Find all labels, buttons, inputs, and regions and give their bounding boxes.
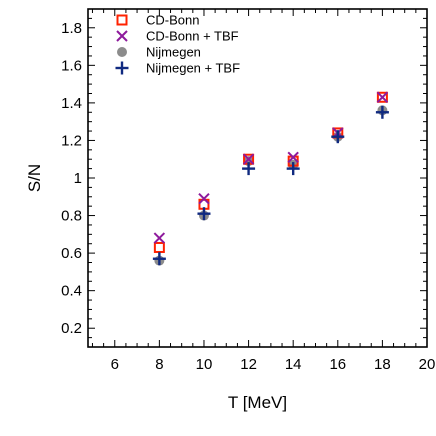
x-stroke — [153, 232, 166, 244]
data-point — [375, 105, 389, 119]
x-tick-label: 8 — [155, 356, 163, 373]
y-tick-label: 1.8 — [61, 20, 82, 37]
legend-marker — [115, 61, 129, 75]
x-stroke — [242, 153, 255, 165]
y-tick-label: 0.6 — [61, 245, 82, 262]
ticks-layer — [88, 8, 428, 348]
x-tick-label: 18 — [374, 356, 391, 373]
legend-marker — [117, 47, 127, 57]
x-stroke — [116, 30, 128, 42]
series-cd-bonn — [153, 91, 388, 253]
x-axis-label: T [MeV] — [228, 393, 287, 412]
legend-label: CD-Bonn — [146, 13, 199, 28]
data-point — [153, 232, 166, 244]
y-tick-label: 0.2 — [61, 320, 82, 337]
y-tick-label: 0.8 — [61, 208, 82, 225]
legend-label: Nijmegen — [146, 45, 201, 60]
y-tick-label: 1.6 — [61, 57, 82, 74]
x-stroke — [198, 192, 210, 205]
y-axis-label: S/N — [25, 164, 44, 192]
data-point — [198, 192, 210, 205]
data-point — [153, 241, 165, 253]
data-point — [376, 91, 389, 103]
data-point — [152, 252, 166, 266]
legend-item: Nijmegen + TBF — [115, 61, 240, 76]
tick-labels-layer: 6 8 10 12 14 16 18 20 0.2 0.4 0.6 0.8 1 1.2 1.4 1.6 1.8 — [61, 20, 435, 373]
legend-label: CD-Bonn + TBF — [146, 29, 239, 44]
legend-item: CD-Bonn — [116, 13, 199, 28]
data-point — [287, 151, 299, 164]
y-tick-label: 1.4 — [61, 95, 82, 112]
x-tick-label: 6 — [111, 356, 119, 373]
y-tick-label: 1 — [74, 170, 82, 187]
x-tick-label: 14 — [285, 356, 302, 373]
x-tick-label: 16 — [329, 356, 346, 373]
legend-label: Nijmegen + TBF — [146, 61, 240, 76]
points-layer — [152, 91, 389, 266]
data-point — [376, 91, 388, 103]
series-nijmegen-tbf — [152, 105, 389, 266]
y-tick-label: 0.4 — [61, 283, 82, 300]
series-nijmegen — [154, 105, 388, 266]
data-point — [242, 153, 255, 165]
plot-frame — [87, 8, 428, 348]
data-point — [197, 207, 211, 221]
legend-item: CD-Bonn + TBF — [116, 29, 239, 44]
x-stroke — [287, 151, 299, 164]
legend-marker — [116, 14, 128, 26]
y-tick-label: 1.2 — [61, 132, 82, 149]
x-tick-label: 12 — [240, 356, 257, 373]
legend-item: Nijmegen — [117, 45, 201, 60]
legend-marker — [116, 30, 128, 42]
data-point — [286, 162, 300, 176]
series-cd-bonn-tbf — [153, 91, 389, 244]
x-tick-label: 20 — [419, 356, 436, 373]
x-tick-label: 10 — [196, 356, 213, 373]
data-point — [331, 130, 345, 144]
x-stroke — [376, 91, 389, 103]
data-point — [242, 162, 256, 176]
